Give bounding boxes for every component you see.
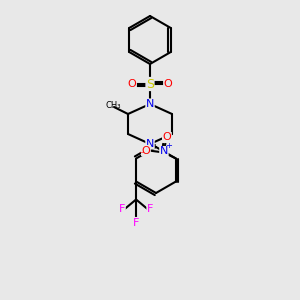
Text: N: N <box>146 139 154 149</box>
Text: O: O <box>164 79 172 89</box>
Text: F: F <box>147 205 153 214</box>
Text: +: + <box>165 141 172 150</box>
Text: O: O <box>142 146 150 155</box>
Text: O: O <box>163 133 171 142</box>
Text: O: O <box>128 79 136 89</box>
Text: CH₃: CH₃ <box>105 101 121 110</box>
Text: ⁻: ⁻ <box>138 151 144 160</box>
Text: N: N <box>160 146 168 157</box>
Text: N: N <box>146 99 154 109</box>
Text: S: S <box>146 77 154 91</box>
Text: F: F <box>119 205 125 214</box>
Text: F: F <box>133 218 139 227</box>
